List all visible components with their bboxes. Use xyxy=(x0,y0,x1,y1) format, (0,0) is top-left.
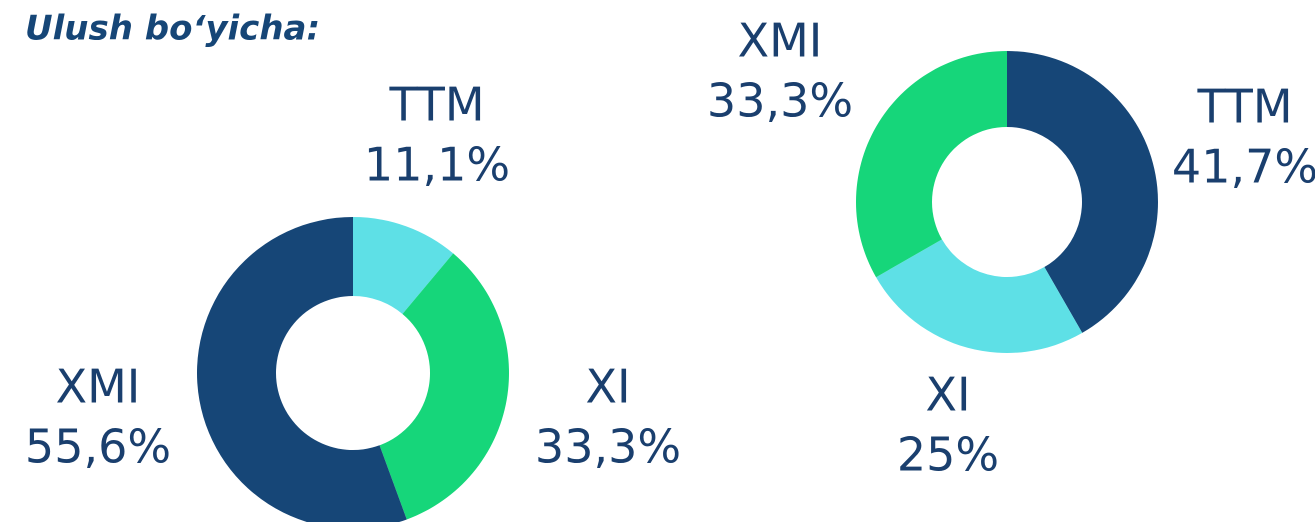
slice-name: XMI xyxy=(738,14,823,68)
slice-value: 33,3% xyxy=(535,420,681,474)
donut-slice xyxy=(353,217,454,314)
slice-name: XI xyxy=(925,368,970,422)
slice-value: 55,6% xyxy=(25,420,171,474)
slice-value: 33,3% xyxy=(707,74,853,128)
slice-name: XI xyxy=(585,360,630,414)
slice-value: 11,1% xyxy=(364,138,510,192)
slice-value: 41,7% xyxy=(1172,140,1315,194)
donut-slice xyxy=(856,51,1007,278)
donut-slice xyxy=(1007,51,1158,333)
slice-value: 25% xyxy=(897,428,999,482)
donut-slice xyxy=(197,217,407,522)
slice-name: XMI xyxy=(56,360,141,414)
slice-name: TTM xyxy=(388,78,484,132)
slice-name: TTM xyxy=(1196,80,1292,134)
title: Ulush boʻyicha: xyxy=(25,9,320,49)
donut-slice xyxy=(876,239,1083,353)
donut-slice xyxy=(379,253,509,520)
